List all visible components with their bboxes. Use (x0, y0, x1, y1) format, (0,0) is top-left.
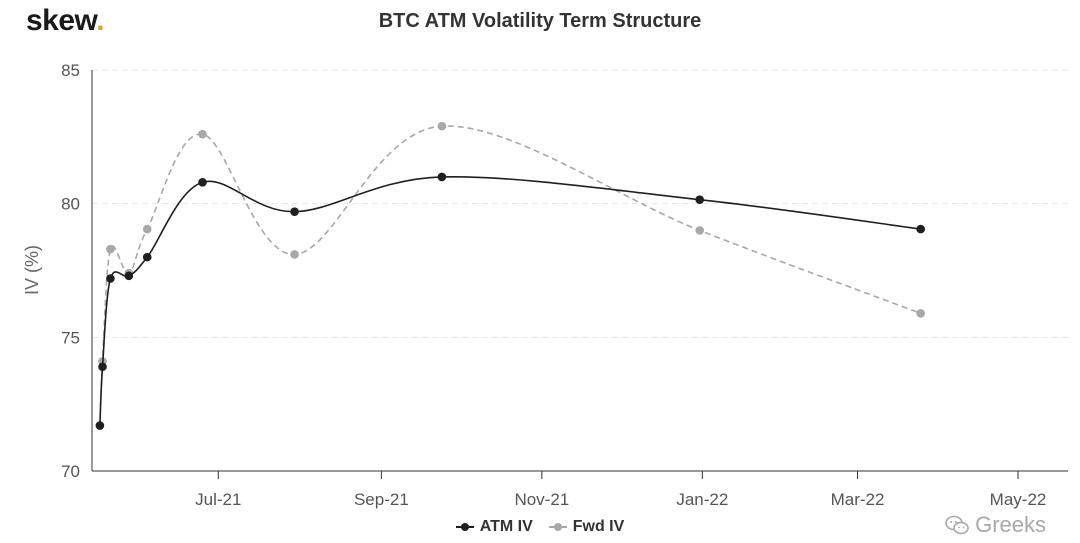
x-tick-label: Mar-22 (831, 490, 885, 509)
fwd-iv-point (198, 129, 207, 139)
atm-iv-point (95, 421, 105, 430)
x-tick-label: May-22 (990, 490, 1047, 509)
logo-dot: . (96, 4, 105, 37)
atm-iv-line (99, 175, 921, 426)
atm-iv-point (695, 195, 704, 204)
series-lines (95, 121, 925, 430)
y-tick-label: 70 (61, 462, 80, 481)
watermark-text: Greeks (975, 512, 1046, 537)
logo-text: skew (26, 4, 97, 37)
legend-symbol-fwd (548, 522, 567, 532)
atm-iv-point (437, 172, 447, 182)
y-axis-label: IV (%) (22, 245, 42, 295)
x-tick-label: Sep-21 (354, 490, 409, 509)
atm-iv-point (142, 252, 152, 262)
atm-iv-point (198, 177, 207, 187)
y-tick-label: 75 (61, 328, 80, 347)
axes: 70 75 80 85 Jul-21 Sep-21 Nov-21 Jan-22 Mar-22 Ma… (61, 61, 1068, 509)
legend: ATM IV Fwd IV (0, 518, 1080, 536)
fwd-iv-point (142, 224, 152, 234)
y-tick-label: 85 (61, 61, 80, 80)
y-tick-label: 80 (61, 195, 80, 214)
series-fwd-iv (95, 121, 925, 430)
fwd-iv-point (437, 121, 447, 131)
atm-iv-point (290, 207, 299, 216)
atm-iv-point (98, 362, 107, 372)
atm-iv-point (106, 274, 115, 283)
legend-label-fwd: Fwd IV (572, 518, 625, 535)
legend-item-fwd-iv[interactable]: Fwd IV (548, 518, 625, 536)
fwd-iv-point (916, 308, 925, 318)
fwd-iv-point (290, 250, 299, 259)
series-atm-iv (95, 172, 925, 430)
x-tick-label: Nov-21 (514, 490, 569, 509)
atm-iv-point (916, 224, 925, 234)
chart-title: BTC ATM Volatility Term Structure (378, 10, 702, 32)
watermark: Greeks (945, 512, 1046, 538)
legend-symbol-atm (455, 522, 474, 532)
legend-item-atm-iv[interactable]: ATM IV (455, 518, 533, 536)
x-tick-label: Jul-21 (195, 490, 241, 509)
x-tick-label: Jan-22 (676, 490, 728, 509)
fwd-iv-point (695, 226, 704, 235)
wechat-icon (945, 515, 969, 535)
legend-label-atm: ATM IV (479, 518, 533, 535)
skew-logo: skew. (26, 4, 105, 38)
atm-iv-point (124, 271, 134, 281)
fwd-iv-point (106, 244, 115, 254)
grid-lines (92, 69, 1068, 338)
fwd-iv-line (99, 125, 921, 426)
